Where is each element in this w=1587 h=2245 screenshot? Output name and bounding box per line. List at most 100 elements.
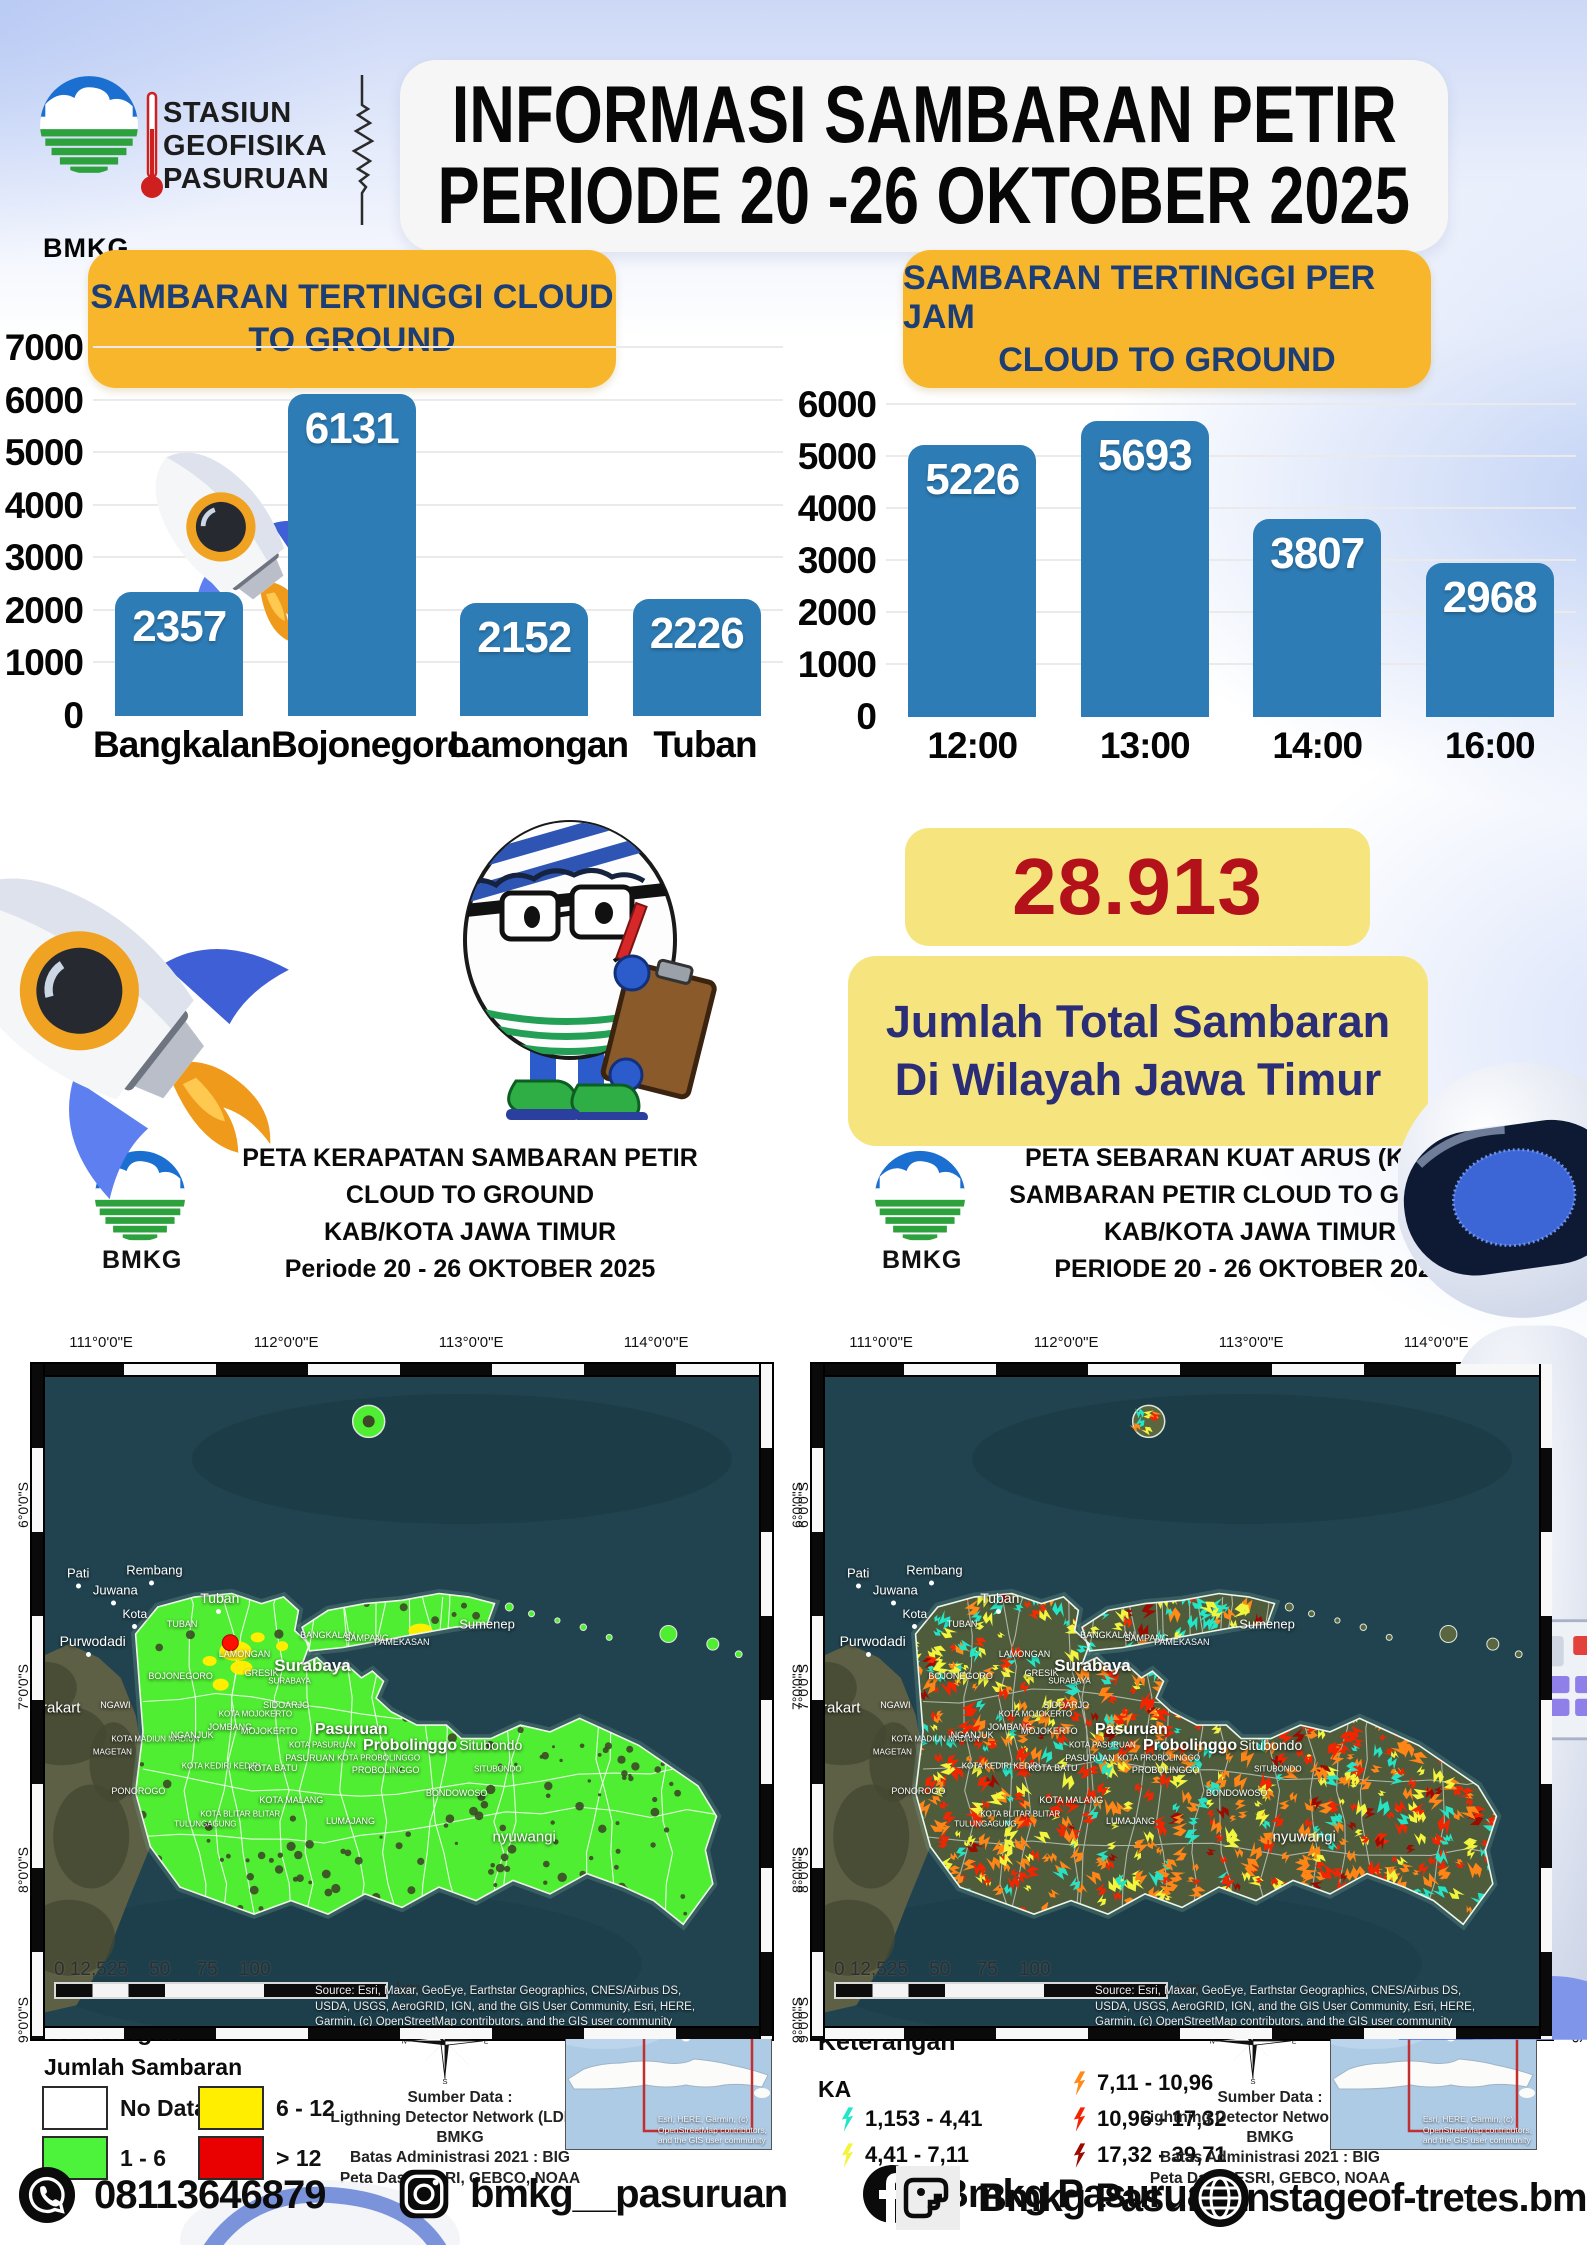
map-source-credits: Source: Esri, Maxar, GeoEye, Earthstar G… xyxy=(1095,1985,1476,2029)
map-place-label: KOTA MOJOKERTO xyxy=(218,1709,293,1719)
map-place-label: Surabaya xyxy=(274,1656,351,1676)
map-place-label: KOTA BATU xyxy=(248,1762,298,1773)
station-logo-block: STASIUN GEOFISIKA PASURUAN BMKG xyxy=(35,55,385,263)
map-place-label: SIDOARJO xyxy=(1043,1699,1090,1710)
website-url[interactable]: stageof-tretes.bmkg.go. xyxy=(1268,2175,1587,2220)
current-map: Pati Juwana Rembang Kota Purwodadi urakart Tub… xyxy=(810,1362,1554,2041)
scale-bar-labels: 0 12,525 50 75 100 xyxy=(834,1959,1051,1980)
y-tick-label: 7000 xyxy=(4,327,84,368)
density-map-panel: BMKG PETA KERAPATAN SAMBARAN PETIR CLOUD … xyxy=(15,1130,805,2245)
y-tick-label: 2000 xyxy=(797,592,877,633)
map-place-label: Pasuruan xyxy=(314,1720,388,1738)
bar-16:00: 2968 xyxy=(1425,562,1554,717)
longitude-tick-label: 112°0'0"E xyxy=(1033,1334,1099,1351)
map-place-label: BOJONEGORO xyxy=(148,1670,213,1681)
map-place-label: SURABAYA xyxy=(1048,1676,1091,1686)
right-chart-title-badge: SAMBARAN TERTINGGI PER JAM CLOUD TO GROU… xyxy=(903,250,1431,388)
x-tick-label: Lamongan xyxy=(449,724,629,765)
map-place-label: KOTA KEDIRI KEDIRI xyxy=(181,1761,261,1771)
main-title-line2: PERIODE 20 -26 OKTOBER 2025 xyxy=(437,151,1411,242)
seismogram-icon xyxy=(351,75,375,225)
y-tick-label: 3000 xyxy=(4,537,84,579)
website-contact[interactable]: stageof-tretes.bmkg.go. xyxy=(1190,2168,1587,2228)
y-tick-label: 3000 xyxy=(797,540,877,581)
latitude-tick-label: 7°0'0"S xyxy=(794,1664,811,1710)
bar-value-label: 5693 xyxy=(1097,430,1193,480)
map-place-label: PASURUAN xyxy=(1065,1753,1115,1764)
map-place-label: KOTA BLITAR BLITAR xyxy=(980,1809,1061,1819)
bmkg-logo xyxy=(872,1148,968,1244)
map-place-label: KOTA PASURUAN xyxy=(289,1740,356,1750)
x-tick-label: 16:00 xyxy=(1444,725,1536,766)
legend-label: 17,32 - 39,71 xyxy=(1097,2142,1227,2167)
y-tick-label: 5000 xyxy=(4,432,84,474)
map-place-label: Purwodadi xyxy=(60,1633,126,1657)
scale-bar xyxy=(54,1981,388,1999)
y-tick-label: 6000 xyxy=(797,384,877,425)
map-place-label: KOTA KEDIRI KEDIRI xyxy=(961,1761,1041,1771)
bmkg-logo-caption: BMKG xyxy=(882,1246,963,1274)
latitude-tick-label: 6°0'0"S xyxy=(14,1482,31,1528)
station-line1: STASIUN xyxy=(163,97,292,129)
legend-subtitle: Jumlah Sambaran xyxy=(44,2054,243,2080)
map-place-label: Pati xyxy=(847,1566,869,1589)
bar-12:00: 5226 xyxy=(908,445,1037,717)
x-tick-label: Bangkalan xyxy=(93,724,272,765)
map-place-label: JOMBANG xyxy=(207,1722,253,1733)
map-place-label: GRESIK xyxy=(244,1668,279,1679)
bar-value-label: 2152 xyxy=(477,612,572,662)
right-chart-title-line2: CLOUD TO GROUND xyxy=(998,340,1336,379)
legend-swatch-6-12 xyxy=(198,2086,264,2130)
instagram-icon[interactable] xyxy=(396,2166,452,2222)
map-place-label: KOTA MADIUN MADIUN xyxy=(111,1734,200,1744)
map-place-label: Juwana xyxy=(873,1583,918,1606)
instagram-contact[interactable]: bmkg__pasuruan xyxy=(396,2166,788,2222)
scale-bar xyxy=(834,1981,1168,1999)
map-place-label: BONDOWOSO xyxy=(1205,1788,1268,1799)
map-place-label: TULUNGAGUNG xyxy=(174,1819,237,1829)
plot-area: 2357 6131 2152 2226 xyxy=(93,346,783,716)
facebook-name[interactable]: Bmkg Pasuruan xyxy=(940,2171,1233,2216)
map-place-label: NGANJUK xyxy=(950,1730,994,1741)
longitude-tick-label: 113°0'0"E xyxy=(1218,1334,1284,1351)
x-tick-label: Bojonegoro xyxy=(271,724,470,765)
whatsapp-contact[interactable]: 08113646879 xyxy=(18,2166,326,2224)
map-place-label: Kota xyxy=(123,1607,147,1629)
map-place-label: Situbondo xyxy=(1239,1737,1303,1754)
bar-Lamongan: 2152 xyxy=(460,602,589,716)
map-place-label: PONOROGO xyxy=(891,1786,946,1797)
whatsapp-icon[interactable] xyxy=(18,2166,76,2224)
map-place-label: KOTA PASURUAN xyxy=(1069,1740,1136,1750)
scale-unit: km xyxy=(396,1979,422,2000)
density-map-title: PETA KERAPATAN SAMBARAN PETIR CLOUD TO GR… xyxy=(242,1144,698,1283)
map-place-label: Tuban xyxy=(200,1590,239,1614)
y-tick-label: 0 xyxy=(63,695,84,736)
map-place-label: urakart xyxy=(813,1699,861,1717)
pixel-face-icon[interactable] xyxy=(896,2166,960,2230)
mascot-illustration xyxy=(420,775,720,1120)
main-title-card: INFORMASI SAMBARAN PETIR PERIODE 20 -26 … xyxy=(400,60,1448,252)
inset-credits: Esri, HERE, Garmin, (c) OpenStreetMap con… xyxy=(1422,2114,1532,2146)
map-source-credits: Source: Esri, Maxar, GeoEye, Earthstar G… xyxy=(315,1985,696,2029)
bar-Bangkalan: 2357 xyxy=(115,592,244,716)
map-place-label: TULUNGAGUNG xyxy=(954,1819,1017,1829)
latitude-tick-label: 6°0'0"S xyxy=(794,1482,811,1528)
instagram-handle[interactable]: bmkg__pasuruan xyxy=(470,2171,788,2216)
bar-chart-highest-strikes: 7000 6000 5000 4000 3000 2000 1000 0 2357 6131 21… xyxy=(5,328,783,766)
map-place-label: PONOROGO xyxy=(111,1786,166,1797)
map-place-label: urakart xyxy=(33,1699,81,1717)
map-place-label: LUMAJANG xyxy=(1106,1815,1156,1826)
map-place-label: NGAWI xyxy=(100,1699,131,1710)
x-tick-label: 13:00 xyxy=(1099,725,1191,766)
bar-value-label: 6131 xyxy=(304,403,400,453)
globe-icon[interactable] xyxy=(1190,2168,1250,2228)
legend-label: 10,96 - 17,32 xyxy=(1097,2106,1227,2131)
phone-number[interactable]: 08113646879 xyxy=(94,2172,326,2217)
right-chart-title-line1: SAMBARAN TERTINGGI PER JAM xyxy=(903,258,1376,336)
y-axis: 7000 6000 5000 4000 3000 2000 1000 0 xyxy=(5,328,93,736)
map-place-label: BOJONEGORO xyxy=(928,1670,993,1681)
map-place-label: Probolinggo xyxy=(363,1737,458,1755)
bar-Bojonegoro: 6131 xyxy=(287,393,416,716)
map-place-label: SITUBONDO xyxy=(474,1764,522,1774)
